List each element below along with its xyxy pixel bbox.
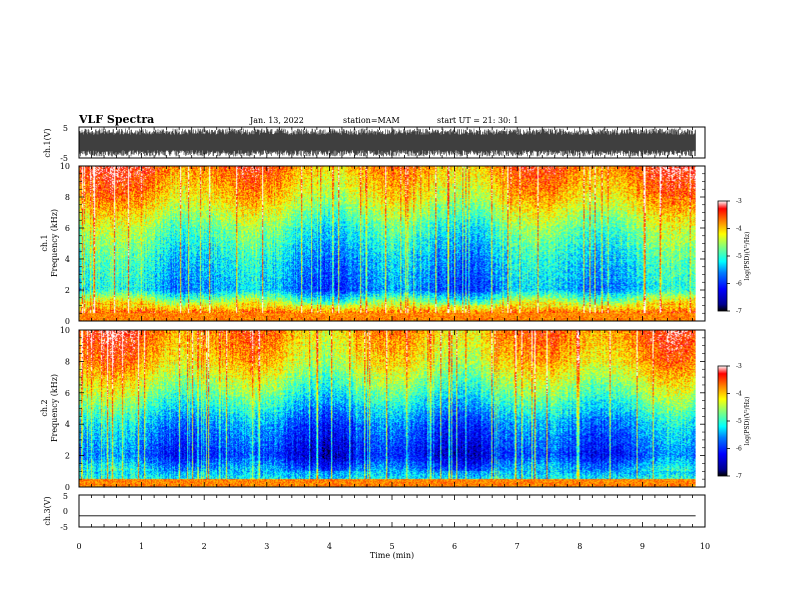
figure-title: VLF Spectra <box>78 113 154 126</box>
ch1-spectrogram-ylabel-line2: Frequency (kHz) <box>50 209 59 277</box>
start-time-label: start UT = 21: 30: 1 <box>437 116 518 125</box>
ch3-waveform-ylabel: ch.3(V) <box>43 496 52 525</box>
x-tick-label: 1 <box>139 542 144 551</box>
y-tick-label: 6 <box>65 224 70 233</box>
x-tick-label: 9 <box>640 542 645 551</box>
ch1-colorbar-gradient <box>718 201 727 311</box>
y-tick-label: 2 <box>65 286 70 295</box>
y-tick-label: 4 <box>65 420 70 429</box>
ch1-ytick-bottom: -5 <box>60 154 68 163</box>
y-tick-label: 0 <box>65 483 70 492</box>
ch1-colorbar-label: log(PSD)(V²/Hz) <box>744 232 751 281</box>
colorbar-tick-label: -5 <box>736 418 742 425</box>
ch1-spectrogram-image <box>79 166 696 321</box>
colorbar-tick-label: -3 <box>736 198 742 205</box>
colorbar-tick-label: -7 <box>736 308 742 315</box>
ch1-waveform-ylabel: ch.1(V) <box>43 128 52 157</box>
ch1-waveform-trace <box>78 128 696 157</box>
x-tick-label: 3 <box>264 542 269 551</box>
ch3-ytick-zero: 0 <box>63 507 68 516</box>
x-tick-label: 5 <box>389 542 394 551</box>
y-tick-label: 8 <box>65 357 70 366</box>
ch3-waveform-panel: 5 -5 ch.3(V) 0 <box>43 492 706 532</box>
x-tick-label: 7 <box>515 542 520 551</box>
y-tick-label: 8 <box>65 193 70 202</box>
x-tick-label: 10 <box>700 542 710 551</box>
colorbar-tick-label: -7 <box>736 473 742 480</box>
ch1-waveform-path <box>78 128 696 157</box>
ch1-colorbar-ticks: -3 -4 -5 -6 -7 <box>727 198 742 315</box>
station-label: station=MAM <box>343 116 400 125</box>
ch1-spectrogram-ylabel-line1: ch.1 <box>40 234 49 251</box>
ch2-spectrogram-ylabel-line2: Frequency (kHz) <box>50 374 59 442</box>
colorbar-tick-label: -4 <box>736 391 742 398</box>
colorbar-tick-label: -5 <box>736 253 742 260</box>
y-tick-label: 10 <box>60 162 70 171</box>
ch2-spectrogram-ylabel-line1: ch.2 <box>40 399 49 416</box>
y-tick-label: 2 <box>65 452 70 461</box>
ch1-spectrogram-yticklabels: 0 2 4 6 8 10 <box>60 162 70 326</box>
x-tick-label: 0 <box>76 542 81 551</box>
ch1-spectrogram-panel: 0 2 4 6 8 10 ch.1 Frequency (kHz) <box>40 162 706 326</box>
x-tick-label: 4 <box>327 542 332 551</box>
y-tick-label: 10 <box>60 326 70 335</box>
ch2-spectrogram-image <box>79 330 696 487</box>
ch2-colorbar-gradient <box>718 366 727 476</box>
ch3-ytick-top: 5 <box>63 492 68 501</box>
x-tick-label: 8 <box>577 542 582 551</box>
time-axis-label: Time (min) <box>370 551 414 560</box>
ch2-spectrogram-ticks <box>78 329 706 488</box>
date-label: Jan. 13, 2022 <box>249 116 304 125</box>
ch2-colorbar-ticks: -3 -4 -5 -6 -7 <box>727 363 742 480</box>
colorbar-tick-label: -3 <box>736 363 742 370</box>
ch2-spectrogram-panel: 0 2 4 6 8 10 ch.2 Frequency (kHz) <box>40 326 706 492</box>
ch2-spectrogram-yticklabels: 0 2 4 6 8 10 <box>60 326 70 492</box>
ch1-waveform-panel: 5 -5 ch.1(V) <box>43 124 706 163</box>
ch3-ytick-bottom: -5 <box>60 523 68 532</box>
ch1-ytick-top: 5 <box>63 124 68 133</box>
x-tick-label: 6 <box>452 542 457 551</box>
y-tick-label: 4 <box>65 255 70 264</box>
ch2-colorbar: -3 -4 -5 -6 -7 log(PSD)(V²/Hz) <box>717 363 751 480</box>
ch1-colorbar: -3 -4 -5 -6 -7 log(PSD)(V²/Hz) <box>717 198 751 315</box>
x-tick-label: 2 <box>202 542 207 551</box>
colorbar-tick-label: -4 <box>736 226 742 233</box>
colorbar-tick-label: -6 <box>736 446 742 453</box>
time-axis-ticklabels: 0 1 2 3 4 5 6 7 8 9 10 <box>76 542 710 551</box>
colorbar-tick-label: -6 <box>736 281 742 288</box>
ch2-colorbar-label: log(PSD)(V²/Hz) <box>744 397 751 446</box>
ch1-waveform-ticks <box>78 127 706 158</box>
ch3-waveform-ticks: 0 <box>63 495 706 527</box>
y-tick-label: 0 <box>65 317 70 326</box>
ch1-spectrogram-ticks <box>78 165 706 322</box>
y-tick-label: 6 <box>65 389 70 398</box>
